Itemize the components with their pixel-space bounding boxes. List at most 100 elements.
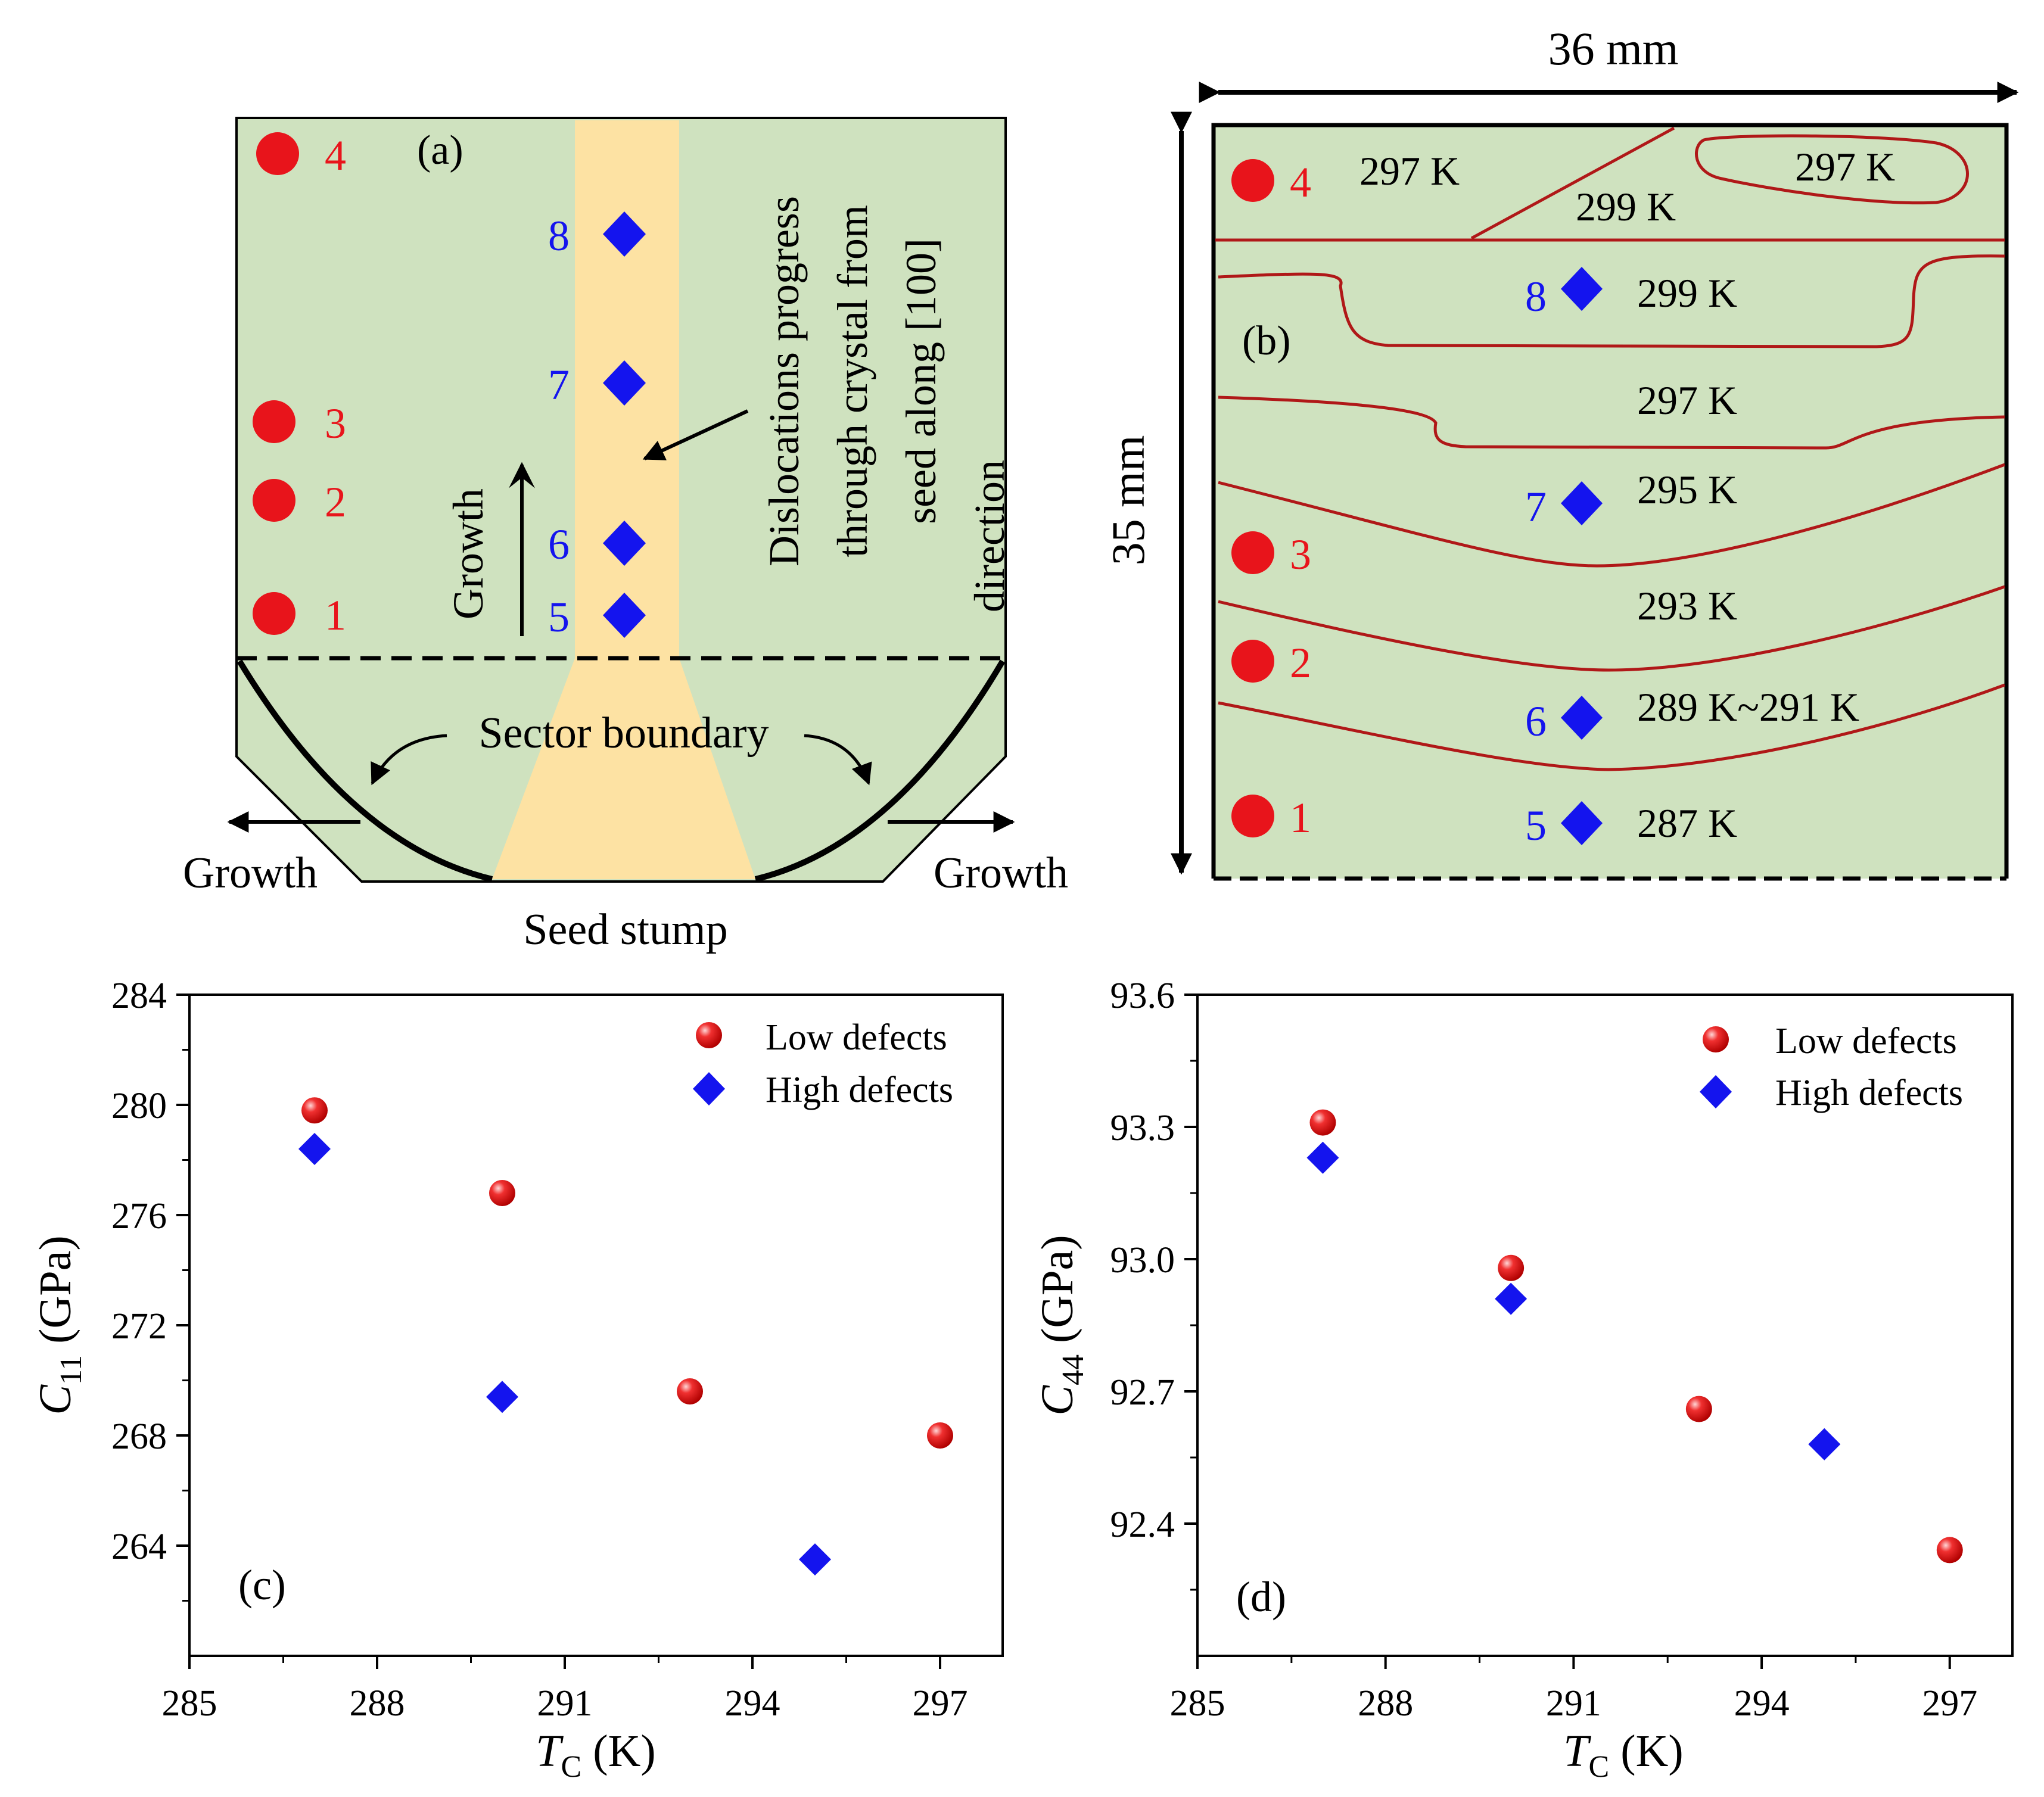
contour-loop — [1695, 134, 1969, 205]
chart-c-x-unit: (K) — [581, 1726, 656, 1776]
sector-boundary-label: Sector boundary — [478, 709, 769, 758]
chart-c-point-low-defects — [489, 1180, 515, 1206]
chart-d-x-tick-label: 285 — [1170, 1683, 1225, 1724]
dislocation-note-line-3: seed along [100] — [897, 238, 945, 524]
chart-d-x-tick-label: 291 — [1546, 1683, 1601, 1724]
chart-d-marks — [1306, 1109, 1963, 1564]
b-high-defect-label-5: 5 — [1525, 802, 1547, 849]
low-defect-marker-2 — [253, 479, 295, 522]
panel-a-low-points: 4 3 2 1 — [253, 132, 346, 639]
chart-c-legend: Low defects High defects — [693, 1017, 953, 1110]
temp-label-top-left: 297 K — [1359, 148, 1460, 194]
sector-boundary-right — [754, 659, 1006, 882]
chart-c-y-sub: 11 — [54, 1355, 88, 1385]
b-low-defect-marker-3 — [1231, 531, 1274, 574]
chart-d-legend-high-marker — [1700, 1075, 1732, 1108]
chart-c: 285 288 291 294 297 264 268 272 276 280 284 (c) Lo… — [30, 976, 1004, 1784]
chart-d-point-high-defects — [1495, 1282, 1527, 1315]
chart-d-y-tick-label: 93.0 — [1110, 1240, 1175, 1281]
height-dimension-label: 35 mm — [1102, 435, 1154, 566]
chart-d-x-symbol: T — [1563, 1726, 1591, 1776]
chart-d-x-unit: (K) — [1609, 1726, 1684, 1776]
temp-label-top-mid: 299 K — [1576, 184, 1676, 229]
chart-c-point-low-defects — [927, 1422, 953, 1449]
chart-c-point-high-defects — [799, 1543, 831, 1576]
b-high-defect-label-7: 7 — [1525, 483, 1547, 531]
b-low-defect-label-1: 1 — [1290, 794, 1311, 842]
b-high-defect-label-8: 8 — [1525, 273, 1547, 320]
chart-c-point-low-defects — [677, 1378, 703, 1404]
panel-b-high-points: 8 7 6 5 — [1525, 267, 1603, 849]
chart-d-panel-label: (d) — [1236, 1573, 1286, 1621]
chart-c-y-tick-label: 268 — [111, 1416, 167, 1457]
contour-line-5 — [1218, 585, 2005, 672]
dislocation-pointer-arrow — [642, 409, 749, 460]
chart-d-y-tick-label: 92.7 — [1110, 1372, 1175, 1413]
chart-c-x-axis-title: TC (K) — [536, 1726, 655, 1784]
b-high-defect-marker-5 — [1561, 801, 1603, 845]
dislocation-note-line-2: through crystal from — [829, 205, 876, 558]
chart-c-x-tick-label: 297 — [913, 1683, 968, 1724]
growth-right-label: Growth — [934, 849, 1068, 898]
chart-d-point-low-defects — [1685, 1396, 1712, 1422]
wafer-map-border — [1211, 123, 2009, 879]
high-defect-label-7: 7 — [548, 361, 570, 409]
wafer-map — [1214, 125, 2006, 879]
low-defect-label-1: 1 — [325, 591, 346, 639]
chart-d-y-sub: 44 — [1056, 1354, 1090, 1385]
high-defect-marker-7 — [603, 360, 646, 406]
low-defect-label-2: 2 — [325, 478, 346, 526]
chart-c-point-low-defects — [301, 1097, 328, 1124]
temp-label-295: 295 K — [1637, 467, 1737, 512]
chart-d-y-unit: (GPa) — [1032, 1235, 1082, 1354]
chart-c-legend-high-label: High defects — [766, 1070, 953, 1110]
contour-diagonal — [1470, 126, 1675, 240]
growth-left-label: Growth — [183, 849, 318, 898]
width-dimension-label: 36 mm — [1548, 23, 1679, 74]
chart-d-point-low-defects — [1309, 1109, 1336, 1136]
chart-c-point-high-defects — [298, 1133, 331, 1165]
sector-boundary-left-arrow — [371, 734, 447, 786]
panel-a-label: (a) — [417, 127, 463, 173]
b-low-defect-marker-2 — [1231, 640, 1274, 683]
chart-d-legend-low-label: Low defects — [1775, 1021, 1957, 1061]
chart-d-x-tick-label: 294 — [1734, 1683, 1790, 1724]
high-defect-marker-8 — [603, 211, 646, 257]
chart-c-point-high-defects — [486, 1381, 518, 1413]
chart-c-y-tick-label: 284 — [111, 976, 167, 1016]
b-low-defect-label-3: 3 — [1290, 531, 1311, 578]
chart-c-x-tick-label: 285 — [162, 1683, 217, 1724]
chart-c-y-axis-title: C11 (GPa) — [30, 1235, 88, 1415]
temp-label-299: 299 K — [1637, 270, 1737, 316]
chart-d-y-tick-label: 93.6 — [1110, 976, 1175, 1016]
chart-c-y-tick-label: 280 — [111, 1086, 167, 1126]
chart-d-y-symbol: C — [1032, 1385, 1082, 1416]
chart-d-ticks: 285 288 291 294 297 92.4 92.7 93.0 93.3 93.6 — [1110, 976, 1978, 1724]
high-defect-label-6: 6 — [548, 521, 570, 568]
chart-d-y-tick-label: 92.4 — [1110, 1505, 1175, 1545]
temp-label-289-291: 289 K~291 K — [1637, 684, 1859, 730]
sector-boundary-right-arrow — [804, 734, 872, 786]
panel-b: (b) 297 K 297 K 299 K 299 K 297 K 295 K … — [1102, 23, 2019, 881]
dislocation-note: Dislocations progress through crystal fr… — [760, 196, 1013, 612]
low-defect-marker-1 — [253, 592, 295, 635]
chart-d-x-tick-label: 288 — [1358, 1683, 1413, 1724]
chart-d-legend-high-label: High defects — [1775, 1073, 1963, 1113]
panel-b-temperatures: 297 K 297 K 299 K 299 K 297 K 295 K 293 … — [1359, 144, 1895, 846]
chart-c-legend-low-label: Low defects — [766, 1017, 947, 1058]
temp-label-287: 287 K — [1637, 801, 1737, 846]
chart-c-y-unit: (GPa) — [30, 1235, 80, 1355]
chart-c-y-tick-label: 264 — [111, 1527, 167, 1567]
chart-c-ticks: 285 288 291 294 297 264 268 272 276 280 284 — [111, 976, 968, 1724]
chart-c-x-symbol: T — [536, 1726, 564, 1776]
chart-d-point-high-defects — [1306, 1141, 1339, 1174]
chart-d-y-axis-title: C44 (GPa) — [1032, 1235, 1090, 1415]
chart-d-x-sub: C — [1589, 1750, 1610, 1784]
chart-d-x-axis-title: TC (K) — [1563, 1726, 1683, 1784]
contour-line-3 — [1218, 395, 2005, 450]
contour-line-6 — [1218, 683, 2005, 771]
chart-d-point-high-defects — [1808, 1428, 1841, 1460]
low-defect-marker-4 — [256, 132, 299, 175]
high-defect-label-8: 8 — [548, 212, 570, 260]
